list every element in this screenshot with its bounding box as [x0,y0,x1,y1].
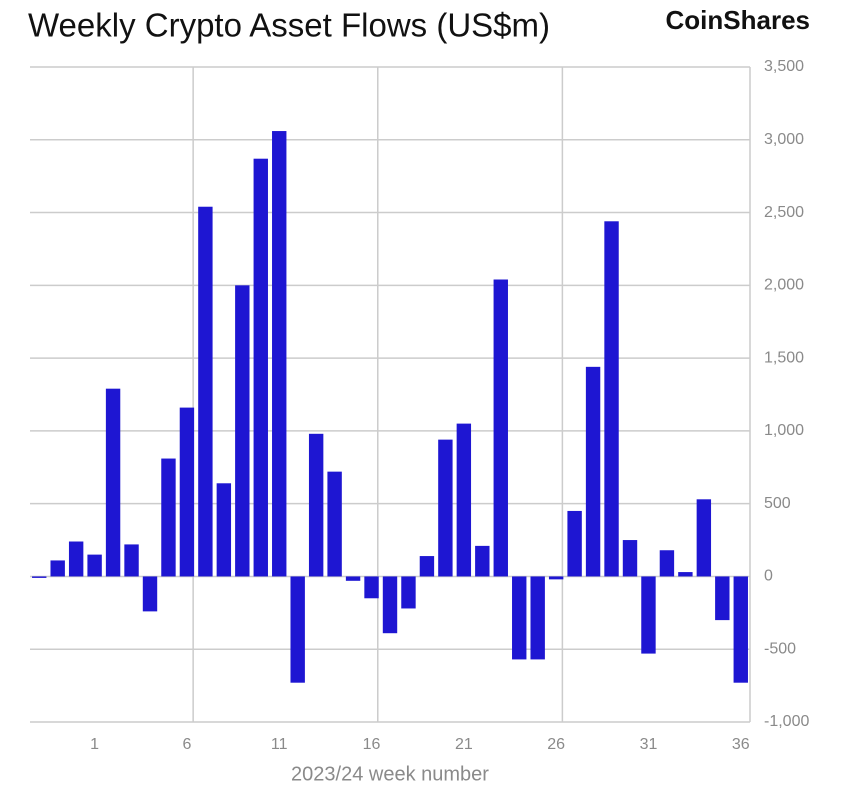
bar [604,221,619,577]
bar [161,458,176,577]
x-tick-label: 21 [455,736,473,753]
bar [345,576,361,581]
bar [382,576,398,634]
bar [179,407,195,577]
x-tick-label: 11 [271,736,288,753]
bar [235,285,250,577]
bar [438,439,453,577]
bar [253,158,268,577]
bar [198,206,213,577]
bar [475,545,490,577]
bar [308,433,324,577]
bar [401,576,416,609]
bar [678,572,693,577]
bar [567,510,582,577]
y-tick-label: 3,000 [764,131,804,148]
y-tick-label: 2,500 [764,204,804,221]
bar [622,540,638,577]
y-tick-label: 2,000 [764,277,804,294]
x-tick-label: 31 [640,736,658,753]
x-tick-label: 16 [363,736,381,753]
bar [493,279,508,577]
bar [696,499,712,577]
bar [87,554,102,577]
bar [142,576,158,612]
x-tick-label: 6 [182,736,191,753]
x-tick-label: 26 [547,736,565,753]
chart-title: Weekly Crypto Asset Flows (US$m) [28,7,550,44]
x-axis-label: 2023/24 week number [291,763,489,785]
bar [216,483,232,577]
brand-logo: CoinShares [666,5,811,35]
bar [548,576,564,580]
y-tick-label: -500 [764,640,796,657]
bar [327,471,342,577]
y-tick-label: 3,500 [764,58,804,75]
bar [419,556,435,577]
y-tick-label: 1,000 [764,422,804,439]
bar [32,576,47,578]
bar [105,388,121,577]
bar [530,576,545,660]
bar [50,560,65,577]
bar [585,366,601,577]
bar [641,576,656,654]
bar [290,576,305,683]
bar [659,550,675,577]
bar [733,576,748,683]
bar [364,576,379,599]
bar [456,423,472,577]
y-tick-label: -1,000 [764,713,809,730]
y-tick-label: 1,500 [764,349,804,366]
bar [512,576,527,660]
y-tick-label: 0 [764,568,773,585]
x-tick-label: 1 [90,736,99,753]
bar [124,544,139,577]
y-tick-label: 500 [764,495,791,512]
bar [272,131,287,577]
bar [68,541,84,577]
x-tick-label: 36 [732,736,750,753]
bar [715,576,730,621]
